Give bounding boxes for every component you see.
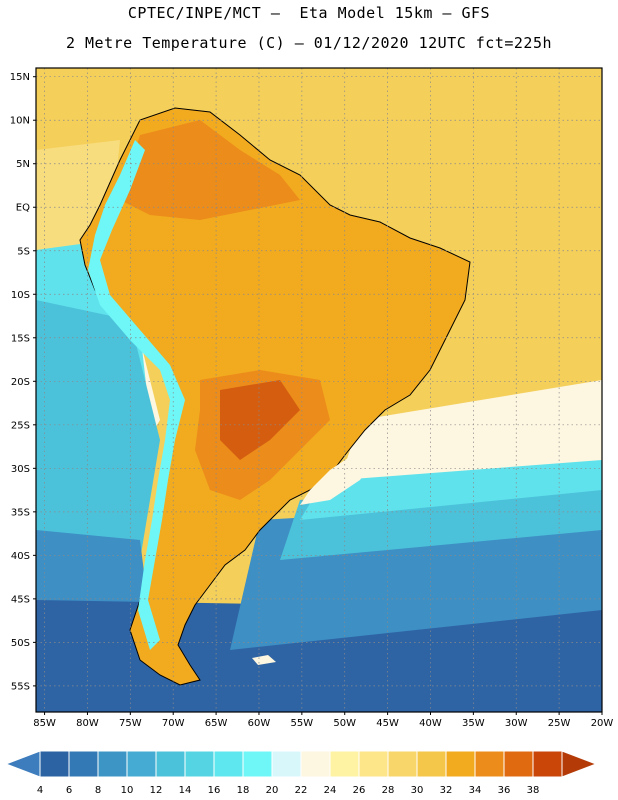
colorbar-box	[242, 750, 273, 778]
colorbar-box	[329, 750, 360, 778]
lat-axis-labels: 15N 10N 5N EQ 5S 10S 15S 20S 25S 30S 35S 40S 45S 50S 5…	[10, 72, 36, 692]
lat-tick-label: 25S	[11, 420, 30, 431]
colorbar-label: 20	[266, 785, 279, 796]
lon-tick-label: 85W	[33, 718, 56, 729]
lon-axis-labels: 85W 80W 75W 70W 65W 60W 55W 50W 45W 40W 35W 30W 25W 2…	[33, 712, 613, 729]
lat-tick-label: 15S	[11, 333, 30, 344]
chart-title-line2: 2 Metre Temperature (C) – 01/12/2020 12U…	[65, 34, 553, 52]
colorbar-label: 26	[353, 785, 366, 796]
lat-tick-label: 35S	[11, 507, 30, 518]
hot-zone-north	[120, 120, 300, 220]
lon-tick-label: 75W	[119, 718, 142, 729]
lon-tick-label: 70W	[162, 718, 185, 729]
lon-tick-label: 30W	[505, 718, 528, 729]
colorbar-label: 30	[411, 785, 424, 796]
colorbar-box	[271, 750, 302, 778]
colorbar-box	[474, 750, 505, 778]
lat-tick-label: 40S	[11, 551, 30, 562]
falkland-islands	[252, 655, 276, 665]
lat-tick-label: 5S	[17, 246, 30, 257]
colorbar-label: 38	[527, 785, 540, 796]
temperature-map: 15N 10N 5N EQ 5S 10S 15S 20S 25S 30S 35S 40S 45S 50S 5…	[10, 67, 613, 729]
colorbar-label: 24	[324, 785, 337, 796]
andes-cold-band	[88, 140, 185, 650]
colorbar-box	[358, 750, 389, 778]
colorbar-label: 36	[498, 785, 511, 796]
lon-tick-label: 65W	[205, 718, 228, 729]
colorbar-box	[97, 750, 128, 778]
colorbar-box	[300, 750, 331, 778]
pale-coast-zone	[300, 445, 385, 505]
lat-tick-label: EQ	[16, 203, 30, 214]
lon-tick-label: 45W	[376, 718, 399, 729]
colorbar-label: 22	[295, 785, 308, 796]
map-frame	[35, 67, 603, 713]
lat-tick-label: 10N	[10, 116, 30, 127]
lon-tick-label: 60W	[248, 718, 271, 729]
lon-tick-label: 40W	[419, 718, 442, 729]
colorbar-label: 16	[208, 785, 221, 796]
colorbar-label: 8	[95, 785, 101, 796]
colorbar-label: 12	[150, 785, 163, 796]
colorbar-boxes	[4, 750, 598, 778]
colorbar-label: 32	[440, 785, 453, 796]
lat-tick-label: 15N	[10, 72, 30, 83]
colorbar-box	[68, 750, 99, 778]
lat-tick-label: 30S	[11, 464, 30, 475]
lat-tick-label: 55S	[11, 681, 30, 692]
colorbar-box	[416, 750, 447, 778]
colorbar-label: 6	[66, 785, 72, 796]
map-field	[36, 68, 602, 712]
colorbar-box	[387, 750, 418, 778]
lat-tick-label: 5N	[16, 159, 30, 170]
very-hot-zone	[220, 380, 300, 460]
lat-tick-label: 20S	[11, 377, 30, 388]
colorbar-label: 10	[121, 785, 134, 796]
colorbar-low-arrow	[4, 750, 41, 778]
ocean-pacific-cool	[36, 300, 160, 560]
colorbar-label: 28	[382, 785, 395, 796]
colorbar-box	[213, 750, 244, 778]
colorbar-box	[184, 750, 215, 778]
colorbar-high-arrow	[561, 750, 598, 778]
lon-tick-label: 50W	[333, 718, 356, 729]
colorbar-label: 4	[37, 785, 43, 796]
colorbar-box	[39, 750, 70, 778]
colorbar-box	[155, 750, 186, 778]
lat-tick-label: 50S	[11, 638, 30, 649]
lat-tick-label: 45S	[11, 594, 30, 605]
lon-tick-label: 80W	[76, 718, 99, 729]
colorbar-label: 14	[179, 785, 192, 796]
colorbar-label: 18	[237, 785, 250, 796]
lon-tick-label: 25W	[548, 718, 571, 729]
colorbar-box	[126, 750, 157, 778]
lon-tick-label: 35W	[462, 718, 485, 729]
lon-tick-label: 55W	[291, 718, 314, 729]
colorbar-box	[445, 750, 476, 778]
colorbar: 4 6 8 10 12 14 16 18 20 22 24 26 28 30 32 34 36 38	[4, 750, 598, 796]
colorbar-label: 34	[469, 785, 482, 796]
map-gridlines	[36, 68, 602, 712]
colorbar-box	[532, 750, 563, 778]
colorbar-labels: 4 6 8 10 12 14 16 18 20 22 24 26 28 30 32 34 36 38	[37, 785, 540, 796]
ocean-atlantic-pale	[340, 380, 602, 480]
lon-tick-label: 20W	[591, 718, 614, 729]
chart-title-line1: CPTEC/INPE/MCT – Eta Model 15km – GFS	[127, 4, 491, 22]
colorbar-box	[503, 750, 534, 778]
lat-tick-label: 10S	[11, 290, 30, 301]
